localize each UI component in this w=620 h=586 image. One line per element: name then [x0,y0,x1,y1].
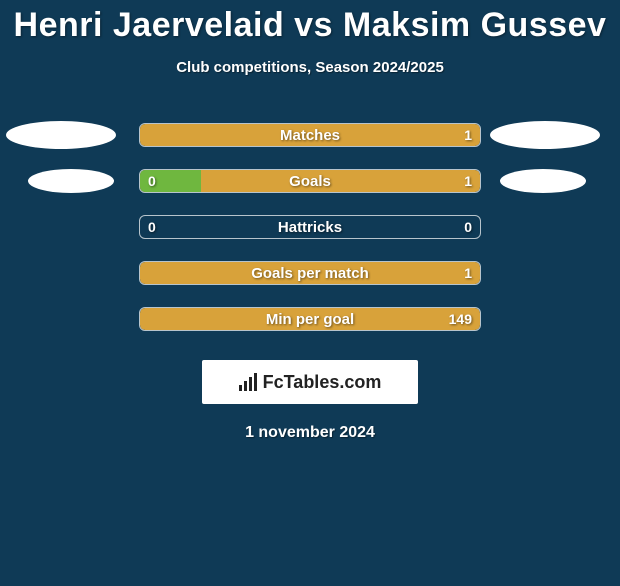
stat-label: Hattricks [140,216,480,238]
stat-value-right: 1 [464,170,472,192]
stat-bar: Matches 1 [139,123,481,147]
stat-row: 0 Goals 1 [0,158,620,204]
bar-fill-right [140,308,480,330]
stat-row: Goals per match 1 [0,250,620,296]
branding-text: FcTables.com [263,372,382,393]
stat-bar: 0 Goals 1 [139,169,481,193]
stat-bar: 0 Hattricks 0 [139,215,481,239]
date-line: 1 november 2024 [0,424,620,442]
comparison-chart: Matches 1 0 Goals 1 0 Hattricks 0 [0,112,620,342]
stat-row: 0 Hattricks 0 [0,204,620,250]
player-right-avatar [490,121,600,149]
stat-value-right: 1 [464,262,472,284]
bar-fill-right [140,124,480,146]
stat-value-right: 0 [464,216,472,238]
stat-row: Matches 1 [0,112,620,158]
branding-badge: FcTables.com [202,360,418,404]
stat-row: Min per goal 149 [0,296,620,342]
stat-value-right: 149 [449,308,472,330]
player-left-avatar [28,169,114,193]
page-title: Henri Jaervelaid vs Maksim Gussev [0,6,620,45]
player-left-avatar [6,121,116,149]
stat-value-left: 0 [148,216,156,238]
stat-value-right: 1 [464,124,472,146]
stat-bar: Goals per match 1 [139,261,481,285]
bar-fill-right [140,262,480,284]
stat-bar: Min per goal 149 [139,307,481,331]
subtitle: Club competitions, Season 2024/2025 [0,59,620,76]
chart-icon [239,373,257,391]
stat-value-left: 0 [148,170,156,192]
player-right-avatar [500,169,586,193]
